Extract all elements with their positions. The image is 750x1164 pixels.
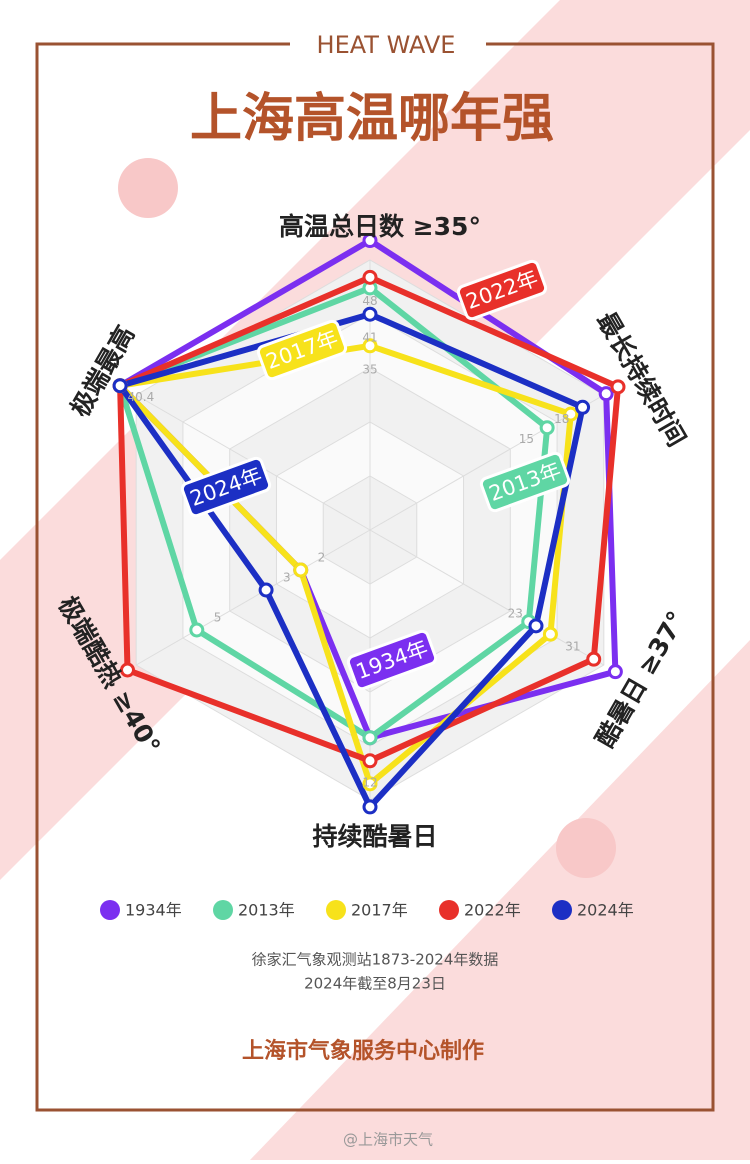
value-label: 23 xyxy=(508,606,523,620)
axis-label: 高温总日数 ≥35° xyxy=(279,212,481,241)
point xyxy=(362,338,378,354)
plot: 2 15 5 35 48 31 40.4 41 18 23 12 3 xyxy=(112,233,626,815)
watermark: @上海市天气 xyxy=(343,1131,433,1149)
point xyxy=(258,582,274,598)
callout: 1934年 xyxy=(346,629,438,691)
legend-label: 2024年 xyxy=(577,901,634,920)
point xyxy=(610,379,626,395)
point xyxy=(575,399,591,415)
legend-swatch xyxy=(439,900,459,920)
callout-box xyxy=(346,629,438,691)
value-label: 2 xyxy=(318,551,326,565)
point xyxy=(362,776,378,792)
value-label: 35 xyxy=(362,362,377,376)
point xyxy=(293,562,309,578)
legend-swatch xyxy=(552,900,572,920)
legend-label: 2017年 xyxy=(351,901,408,920)
point xyxy=(586,651,602,667)
callout-box xyxy=(256,319,348,381)
point xyxy=(362,799,378,815)
point xyxy=(539,420,555,436)
point xyxy=(362,269,378,285)
value-label: 12 xyxy=(362,775,377,789)
legend-label: 2022年 xyxy=(464,901,521,920)
value-label: 41 xyxy=(362,331,377,345)
point xyxy=(362,306,378,322)
credit: 上海市气象服务中心制作 xyxy=(242,1038,484,1064)
point xyxy=(362,730,378,746)
callout-box xyxy=(456,259,548,321)
value-label: 48 xyxy=(362,294,377,308)
legend-swatch xyxy=(326,900,346,920)
value-label: 5 xyxy=(214,611,222,625)
legend-swatch xyxy=(213,900,233,920)
value-label: 18 xyxy=(554,412,569,426)
point xyxy=(528,618,544,634)
callout-box xyxy=(180,456,272,518)
legend: 1934年 2013年 2017年 2022年 2024年 xyxy=(100,900,634,920)
point xyxy=(120,662,136,678)
value-label: 31 xyxy=(565,640,580,654)
title: 上海高温哪年强 xyxy=(190,89,554,149)
callout-box xyxy=(479,451,571,513)
point xyxy=(598,386,614,402)
point xyxy=(112,378,128,394)
legend-swatch xyxy=(100,900,120,920)
point xyxy=(542,626,558,642)
grid-spoke xyxy=(135,529,371,666)
value-label: 40.4 xyxy=(128,390,155,404)
legend-label: 2013年 xyxy=(238,901,295,920)
source: 徐家汇气象观测站1873-2024年数据 xyxy=(252,951,499,969)
legend-label: 1934年 xyxy=(125,901,182,920)
tag: HEAT WAVE xyxy=(317,31,456,59)
point xyxy=(189,622,205,638)
point xyxy=(362,233,378,249)
value-label: 3 xyxy=(283,571,291,585)
point xyxy=(563,406,579,422)
axis-label: 持续酷暑日 xyxy=(312,822,437,851)
point xyxy=(362,753,378,769)
note: 2024年截至8月23日 xyxy=(304,975,446,993)
callout: 2022年 xyxy=(456,259,548,321)
grid-spoke xyxy=(369,529,605,666)
value-label: 15 xyxy=(519,432,534,446)
point xyxy=(607,664,623,680)
